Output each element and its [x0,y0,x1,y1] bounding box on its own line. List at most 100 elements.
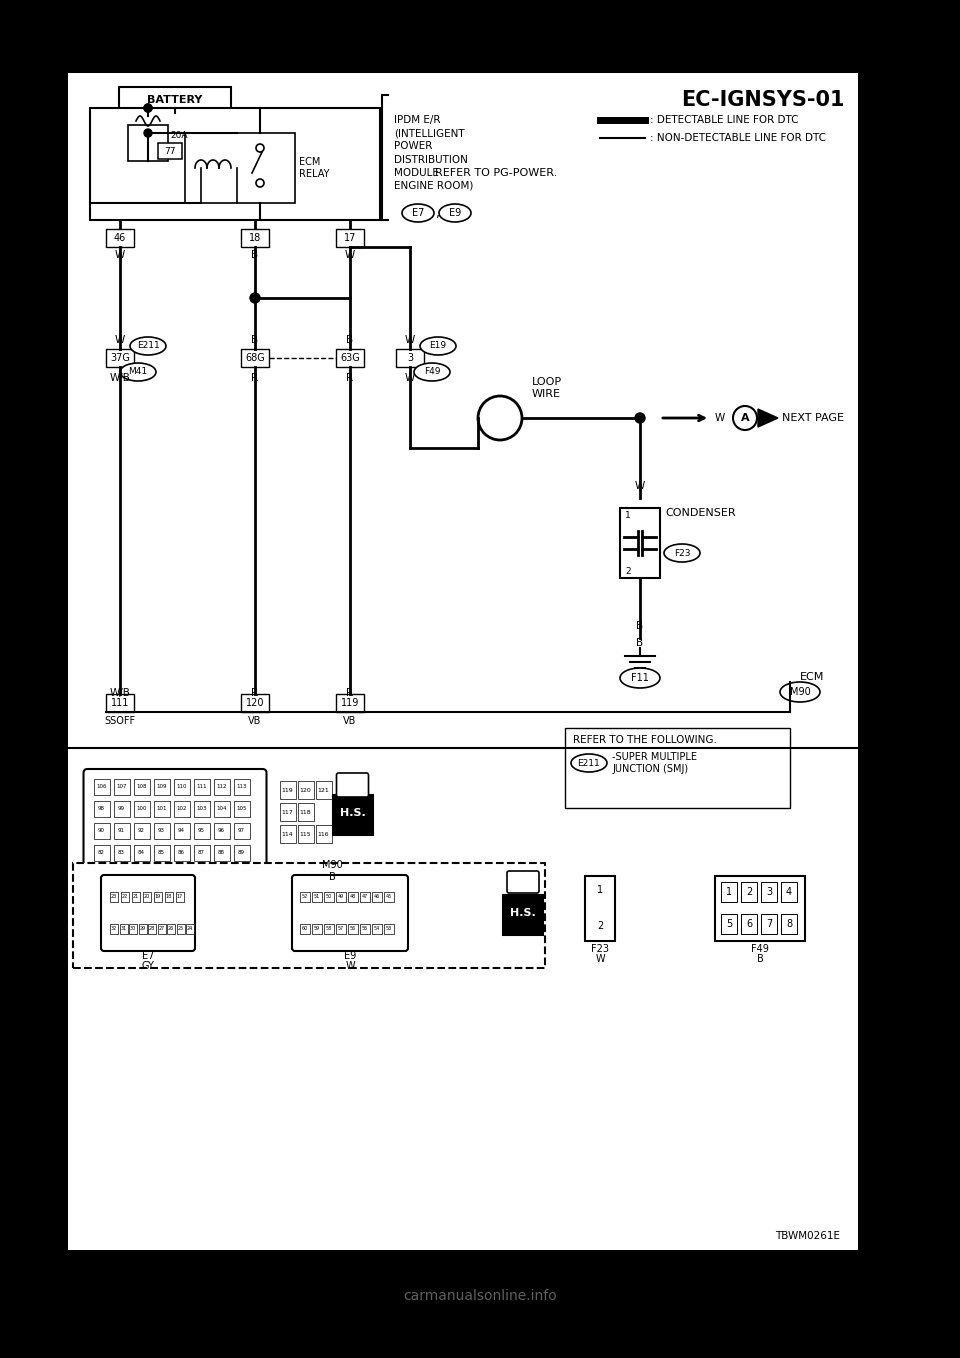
Circle shape [635,413,645,422]
FancyBboxPatch shape [121,892,129,902]
Text: E9: E9 [449,208,461,219]
Text: 98: 98 [98,807,105,812]
Text: E7: E7 [142,951,155,961]
Text: 108: 108 [136,785,147,789]
Text: F23: F23 [591,944,609,953]
Text: W: W [405,373,415,383]
Text: 88: 88 [218,850,225,856]
Circle shape [256,179,264,187]
Text: 96: 96 [218,828,225,834]
FancyBboxPatch shape [157,923,165,934]
FancyBboxPatch shape [110,892,118,902]
Text: H: H [915,631,925,645]
FancyBboxPatch shape [241,694,269,712]
Text: 93: 93 [158,828,165,834]
Text: 30: 30 [130,926,136,932]
FancyBboxPatch shape [154,845,170,861]
Text: B: B [329,872,336,881]
Text: 119: 119 [341,698,359,708]
Text: 29: 29 [139,926,146,932]
FancyBboxPatch shape [177,923,184,934]
Text: R: R [347,689,353,698]
Text: 2: 2 [746,887,752,898]
FancyBboxPatch shape [154,892,162,902]
Text: C: C [915,261,924,276]
Text: E211: E211 [578,759,600,767]
Text: E19: E19 [429,341,446,350]
Ellipse shape [130,337,166,354]
FancyBboxPatch shape [715,876,805,941]
Text: G: G [915,555,925,570]
Text: 95: 95 [198,828,205,834]
FancyBboxPatch shape [154,823,170,839]
Text: 111: 111 [110,698,130,708]
FancyBboxPatch shape [84,769,267,877]
Text: M90: M90 [323,860,343,870]
Text: 111: 111 [196,785,206,789]
Text: 55: 55 [362,926,368,932]
Text: W/B: W/B [109,373,131,383]
Text: 92: 92 [138,828,145,834]
FancyBboxPatch shape [138,923,147,934]
Text: 59: 59 [314,926,320,932]
Text: 6: 6 [746,919,752,929]
FancyBboxPatch shape [298,826,314,843]
Text: 51: 51 [314,895,320,899]
FancyBboxPatch shape [337,773,369,797]
Text: E211: E211 [136,341,159,350]
Text: 100: 100 [136,807,147,812]
FancyBboxPatch shape [360,923,370,934]
FancyBboxPatch shape [233,801,250,818]
Text: 120: 120 [300,788,311,793]
Text: 110: 110 [177,785,187,789]
Text: A: A [913,105,927,122]
Text: carmanualsonline.info: carmanualsonline.info [403,1289,557,1302]
FancyBboxPatch shape [233,779,250,794]
FancyBboxPatch shape [298,781,314,799]
FancyBboxPatch shape [761,914,777,934]
Text: 4: 4 [786,887,792,898]
FancyBboxPatch shape [106,230,134,247]
FancyBboxPatch shape [113,823,130,839]
Text: 17: 17 [177,895,183,899]
Text: 83: 83 [118,850,125,856]
Text: 20A: 20A [170,130,187,140]
Text: 1: 1 [625,511,631,520]
FancyBboxPatch shape [324,892,334,902]
Text: F11: F11 [631,674,649,683]
FancyBboxPatch shape [324,923,334,934]
FancyBboxPatch shape [721,881,737,902]
Text: 90: 90 [98,828,105,834]
Text: ,: , [436,206,440,220]
Text: 68G: 68G [245,353,265,363]
FancyBboxPatch shape [106,349,134,367]
FancyBboxPatch shape [119,923,128,934]
Text: F: F [916,486,924,500]
FancyBboxPatch shape [396,349,424,367]
Text: EC-IGNSYS-01: EC-IGNSYS-01 [682,90,845,110]
Text: B: B [636,621,643,631]
Ellipse shape [120,363,156,382]
Text: -SUPER MULTIPLE
JUNCTION (SMJ): -SUPER MULTIPLE JUNCTION (SMJ) [612,752,697,774]
Text: W: W [346,961,355,971]
Text: 106: 106 [96,785,107,789]
Text: W: W [115,250,125,259]
Text: 22: 22 [122,895,128,899]
Text: 1: 1 [726,887,732,898]
Text: B: B [756,953,763,963]
Text: SSOFF: SSOFF [105,716,135,727]
Ellipse shape [414,363,450,382]
FancyBboxPatch shape [233,823,250,839]
Text: D: D [915,335,925,350]
Text: 57: 57 [338,926,344,932]
Ellipse shape [664,545,700,562]
FancyBboxPatch shape [300,923,310,934]
Text: 103: 103 [196,807,206,812]
FancyBboxPatch shape [174,823,189,839]
FancyBboxPatch shape [336,230,364,247]
FancyBboxPatch shape [336,892,346,902]
Text: K: K [916,849,924,862]
Text: F49: F49 [751,944,769,953]
FancyBboxPatch shape [585,876,615,941]
Text: 28: 28 [149,926,156,932]
